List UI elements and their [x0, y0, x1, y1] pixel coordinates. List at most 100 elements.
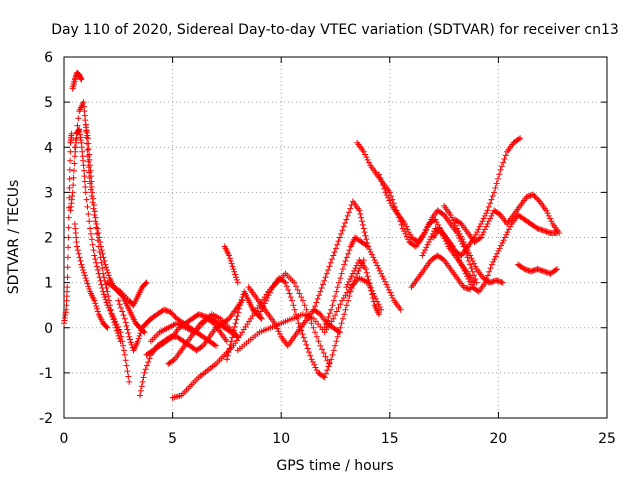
data-point: [520, 265, 527, 272]
data-point: [469, 257, 476, 264]
data-point: [328, 356, 335, 363]
grid: [64, 57, 607, 418]
data-point: [342, 257, 349, 264]
data-point: [492, 184, 499, 191]
data-point: [83, 277, 90, 284]
data-point: [117, 304, 124, 311]
data-point: [78, 76, 85, 83]
data-point: [468, 281, 475, 288]
data-point: [363, 236, 370, 243]
data-point: [97, 243, 104, 250]
y-axis-label: SDTVAR / TECUs: [6, 180, 22, 295]
data-point: [467, 252, 474, 259]
data-point: [317, 342, 324, 349]
data-point: [338, 320, 345, 327]
data-point: [110, 316, 117, 323]
data-point: [342, 306, 349, 313]
data-point: [425, 239, 432, 246]
data-point: [321, 277, 328, 284]
data-point: [64, 284, 71, 291]
data-point: [367, 248, 374, 255]
data-point: [402, 220, 409, 227]
data-point: [337, 275, 344, 282]
data-point: [102, 261, 109, 268]
data-point: [294, 315, 301, 322]
data-point: [237, 299, 244, 306]
data-point: [381, 185, 388, 192]
data-point: [315, 338, 322, 345]
data-point: [93, 303, 100, 310]
data-point: [87, 230, 94, 237]
data-point: [348, 273, 355, 280]
data-point: [321, 324, 328, 331]
data-point: [84, 203, 91, 210]
series-track-26: [451, 191, 563, 246]
data-points: [61, 69, 563, 401]
data-point: [87, 173, 94, 180]
data-point: [462, 270, 469, 277]
data-point: [322, 353, 329, 360]
data-point: [485, 218, 492, 225]
data-point: [405, 229, 412, 236]
x-tick-label: 0: [60, 431, 69, 447]
data-point: [65, 234, 72, 241]
data-point: [473, 279, 480, 286]
data-point: [90, 195, 97, 202]
data-point: [389, 294, 396, 301]
data-point: [94, 225, 101, 232]
data-point: [351, 267, 358, 274]
data-point: [282, 279, 289, 286]
data-point: [337, 301, 344, 308]
data-point: [138, 327, 145, 334]
data-point: [339, 266, 346, 273]
data-point: [229, 263, 236, 270]
data-point: [168, 334, 175, 341]
data-point: [366, 246, 373, 253]
data-point: [435, 221, 442, 228]
data-point: [231, 323, 238, 330]
data-point: [347, 205, 354, 212]
data-point: [68, 130, 75, 137]
data-point: [494, 250, 501, 257]
data-point: [146, 355, 153, 362]
data-point: [364, 156, 371, 163]
data-point: [121, 315, 128, 322]
data-point: [113, 324, 120, 331]
data-point: [329, 256, 336, 263]
data-point: [341, 311, 348, 318]
data-point: [368, 287, 375, 294]
data-point: [84, 146, 91, 153]
data-point: [480, 229, 487, 236]
data-point: [64, 254, 71, 261]
data-point: [352, 265, 359, 272]
data-point: [345, 278, 352, 285]
data-point: [487, 265, 494, 272]
data-point: [455, 228, 462, 235]
data-point: [103, 285, 110, 292]
data-point: [361, 229, 368, 236]
data-point: [276, 331, 283, 338]
data-point: [66, 166, 73, 173]
data-point: [349, 285, 356, 292]
data-point: [312, 364, 319, 371]
y-tick-label: -2: [39, 411, 53, 427]
data-point: [312, 329, 319, 336]
data-point: [487, 215, 494, 222]
data-point: [397, 306, 404, 313]
data-point: [121, 351, 128, 358]
series-track-15: [223, 288, 265, 363]
data-point: [459, 236, 466, 243]
data-point: [75, 115, 82, 122]
x-tick-label: 25: [598, 431, 616, 447]
data-point: [454, 225, 461, 232]
data-point: [413, 238, 420, 245]
data-point: [405, 236, 412, 243]
data-point: [478, 234, 485, 241]
data-point: [213, 342, 220, 349]
data-point: [490, 258, 497, 265]
data-point: [324, 357, 331, 364]
data-point: [317, 288, 324, 295]
data-point: [465, 276, 472, 283]
data-point: [326, 359, 333, 366]
data-point: [230, 327, 237, 334]
